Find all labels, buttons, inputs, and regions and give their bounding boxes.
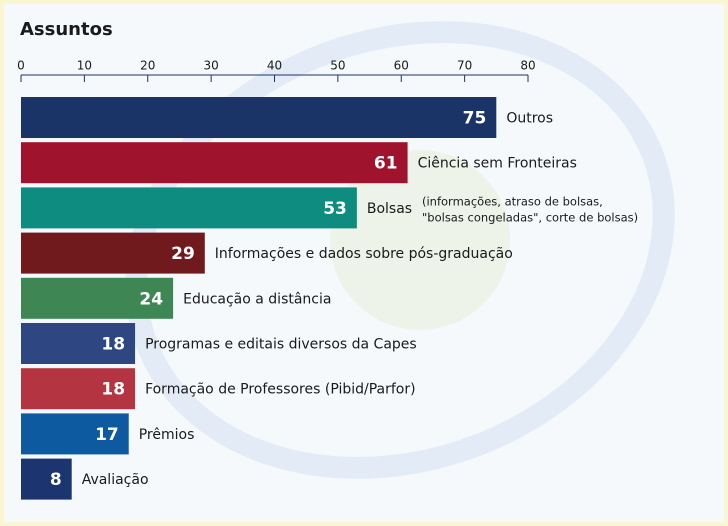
x-tick-label: 50	[330, 59, 345, 73]
bar	[21, 277, 174, 319]
value-label: 53	[323, 199, 347, 219]
value-label: 18	[101, 380, 125, 400]
x-tick-label: 70	[457, 59, 472, 73]
value-label: 29	[171, 244, 195, 264]
bar	[21, 97, 497, 138]
annotation: (informações, atraso de bolsas,	[422, 195, 603, 209]
category-label: Outros	[506, 111, 553, 127]
category-label: Formação de Professores (Pibid/Parfor)	[145, 382, 416, 398]
value-label: 17	[95, 425, 119, 445]
decoration	[125, 21, 675, 479]
category-label: Programas e editais diversos da Capes	[145, 337, 417, 353]
annotation: "bolsas congeladas", corte de bolsas)	[422, 211, 638, 225]
bar	[21, 368, 136, 410]
decoration-circle	[330, 150, 510, 330]
value-label: 18	[101, 335, 125, 355]
category-label: Educação a distância	[183, 291, 331, 307]
value-label: 75	[463, 109, 487, 129]
value-label: 61	[374, 154, 398, 174]
chart-title: Assuntos	[20, 19, 113, 40]
bar	[21, 142, 408, 184]
x-tick-label: 0	[17, 59, 25, 73]
x-tick-label: 60	[394, 59, 409, 73]
category-label: Informações e dados sobre pós-graduação	[215, 246, 513, 262]
x-tick-label: 80	[520, 59, 535, 73]
category-label: Ciência sem Fronteiras	[418, 156, 577, 172]
x-tick-label: 40	[267, 59, 282, 73]
category-label: Prêmios	[139, 427, 195, 443]
category-label: Avaliação	[82, 472, 149, 488]
x-tick-label: 10	[77, 59, 92, 73]
bar	[21, 232, 205, 274]
value-label: 8	[50, 470, 62, 490]
bar	[21, 458, 72, 500]
category-label: Bolsas	[367, 201, 412, 217]
bar	[21, 323, 136, 364]
value-label: 24	[139, 289, 163, 309]
x-tick-label: 20	[140, 59, 155, 73]
bar	[21, 187, 357, 229]
bar	[21, 413, 129, 455]
x-tick-label: 30	[203, 59, 218, 73]
